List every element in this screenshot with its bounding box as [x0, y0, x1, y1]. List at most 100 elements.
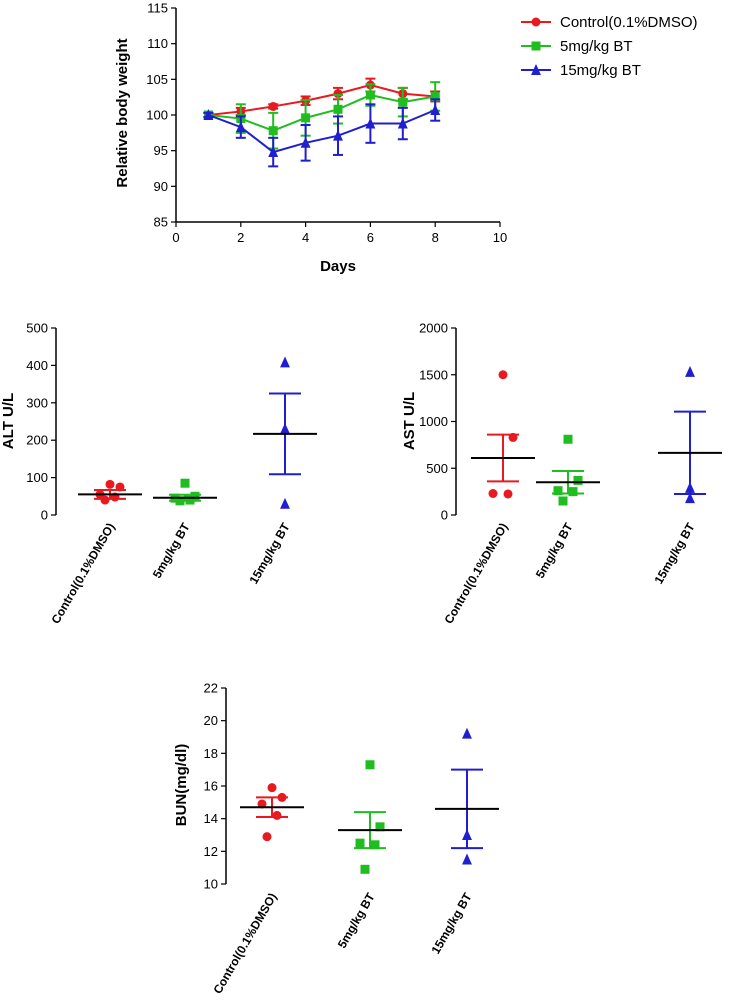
data-point	[488, 488, 498, 498]
y-tick-label: 105	[146, 72, 168, 87]
y-tick-label: 10	[204, 877, 218, 892]
data-point	[462, 727, 472, 739]
data-point	[462, 853, 472, 865]
y-axis-title: BUN(mg/dl)	[173, 744, 190, 827]
data-point	[398, 97, 408, 107]
data-point	[503, 489, 513, 499]
data-point	[685, 365, 695, 377]
legend-label: 5mg/kg BT	[560, 38, 633, 55]
data-point	[365, 90, 375, 100]
group-1	[240, 783, 304, 842]
y-tick-label: 16	[204, 779, 218, 794]
y-tick-label: 12	[204, 844, 218, 859]
data-point	[267, 783, 277, 793]
y-axis-title: AST U/L	[401, 392, 418, 450]
series-line	[208, 109, 436, 154]
y-tick-label: 0	[441, 508, 448, 523]
x-tick-label: 10	[493, 230, 507, 245]
category-label: 15mg/kg BT	[651, 520, 697, 586]
series-line	[208, 93, 436, 132]
data-point	[272, 810, 282, 820]
data-point	[100, 495, 110, 505]
y-tick-label: 14	[204, 811, 218, 826]
data-point	[268, 101, 278, 111]
alt-chart: 0 100 200 300 400 500 ALT U/L Control(0.1%DMSO)…	[0, 321, 317, 626]
data-point	[235, 121, 246, 133]
x-tick-label: 0	[172, 230, 179, 245]
data-point	[685, 492, 695, 504]
y-tick-label: 18	[204, 746, 218, 761]
data-point	[203, 109, 214, 120]
data-point	[397, 117, 408, 129]
legend-marker	[531, 17, 541, 27]
y-tick-label: 90	[154, 179, 168, 194]
y-tick-label: 400	[26, 358, 48, 373]
y-tick-label: 1500	[419, 367, 448, 382]
data-point	[573, 475, 583, 485]
y-tick-label: 500	[26, 321, 48, 336]
data-point	[280, 497, 290, 509]
body-weight-chart: 85 90 95 100 105 110 115 0 2 4 6 8 10 Days Relative bo…	[114, 1, 698, 276]
category-label: Control(0.1%DMSO)	[210, 890, 279, 996]
group-1	[78, 479, 142, 505]
x-tick-label: 2	[237, 230, 244, 245]
group-3	[253, 356, 317, 509]
data-point	[430, 91, 440, 101]
y-tick-label: 2000	[419, 321, 448, 336]
legend-marker	[531, 64, 541, 75]
category-label: Control(0.1%DMSO)	[441, 520, 510, 626]
data-point	[280, 356, 290, 368]
y-axis-title: ALT U/L	[0, 393, 17, 449]
series-line	[208, 84, 436, 116]
y-tick-label: 500	[426, 461, 448, 476]
data-point	[262, 832, 272, 842]
data-point	[365, 117, 376, 129]
legend-label: 15mg/kg BT	[560, 62, 641, 79]
data-point	[180, 478, 190, 488]
x-axis-title: Days	[320, 258, 356, 275]
category-label: 15mg/kg BT	[428, 890, 474, 956]
y-tick-label: 20	[204, 713, 218, 728]
data-point	[105, 479, 115, 489]
y-tick-label: 110	[147, 36, 168, 51]
data-point	[498, 370, 508, 380]
group-3	[435, 727, 499, 865]
data-point	[268, 146, 279, 158]
data-point	[558, 496, 568, 506]
category-label: Control(0.1%DMSO)	[48, 520, 117, 626]
series-3	[203, 98, 441, 168]
category-label: 5mg/kg BT	[533, 520, 576, 581]
data-point	[568, 487, 578, 497]
x-tick-label: 6	[367, 230, 374, 245]
legend-label: Control(0.1%DMSO)	[560, 14, 698, 31]
legend: Control(0.1%DMSO) 5mg/kg BT 15mg/kg BT	[521, 14, 698, 79]
category-label: 5mg/kg BT	[335, 890, 378, 951]
data-point	[355, 838, 365, 848]
data-point	[333, 129, 343, 141]
x-tick-label: 4	[302, 230, 309, 245]
data-point	[430, 104, 441, 115]
data-point	[375, 822, 385, 832]
y-tick-label: 115	[147, 1, 168, 16]
category-label: 15mg/kg BT	[246, 520, 292, 586]
y-tick-label: 22	[204, 681, 218, 696]
group-1	[471, 370, 535, 499]
data-point	[563, 434, 573, 444]
y-axis-title: Relative body weight	[114, 38, 131, 187]
bun-chart: 10 12 14 16 18 20 22 BUN(mg/dl) Control(0.1%DMSO…	[173, 681, 499, 996]
y-tick-label: 85	[154, 215, 168, 230]
y-tick-label: 95	[154, 143, 168, 158]
category-label: 5mg/kg BT	[150, 520, 193, 581]
data-point	[300, 136, 311, 148]
ast-chart: 0 500 1000 1500 2000 AST U/L Control(0.1%DMSO)…	[401, 321, 722, 626]
y-tick-label: 100	[26, 470, 48, 485]
data-point	[370, 840, 380, 850]
y-tick-label: 1000	[419, 414, 448, 429]
y-tick-label: 0	[41, 508, 48, 523]
data-point	[190, 491, 200, 501]
legend-marker	[531, 41, 541, 51]
y-tick-label: 100	[146, 108, 168, 123]
data-point	[257, 799, 267, 809]
data-point	[553, 486, 563, 496]
